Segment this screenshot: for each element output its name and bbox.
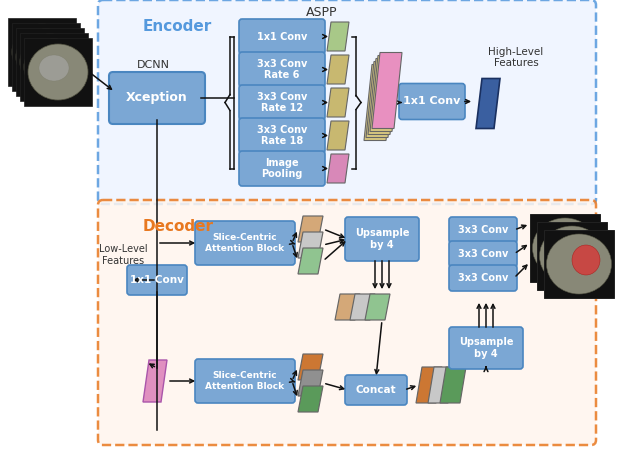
Ellipse shape xyxy=(28,44,88,100)
Ellipse shape xyxy=(16,29,76,85)
Text: DCNN: DCNN xyxy=(136,60,170,70)
Text: 3x3 Conv: 3x3 Conv xyxy=(458,273,508,283)
FancyBboxPatch shape xyxy=(239,85,325,120)
Text: 3x3 Conv: 3x3 Conv xyxy=(458,249,508,259)
FancyBboxPatch shape xyxy=(345,375,407,405)
Polygon shape xyxy=(365,294,390,320)
Text: 3x3 Conv: 3x3 Conv xyxy=(458,225,508,235)
Polygon shape xyxy=(327,88,349,117)
FancyBboxPatch shape xyxy=(449,241,517,267)
FancyBboxPatch shape xyxy=(239,118,325,153)
Bar xyxy=(537,222,607,290)
Text: Upsample
by 4: Upsample by 4 xyxy=(355,228,409,250)
FancyBboxPatch shape xyxy=(449,265,517,291)
Text: High-Level
Features: High-Level Features xyxy=(488,47,543,69)
Text: 3x3 Conv
Rate 18: 3x3 Conv Rate 18 xyxy=(257,125,307,146)
FancyBboxPatch shape xyxy=(98,200,596,445)
Text: 1x1 Conv: 1x1 Conv xyxy=(257,31,307,41)
FancyBboxPatch shape xyxy=(449,327,523,369)
Bar xyxy=(544,230,614,298)
Ellipse shape xyxy=(24,39,84,95)
Bar xyxy=(530,214,600,282)
Polygon shape xyxy=(440,367,466,403)
Polygon shape xyxy=(298,248,323,274)
Ellipse shape xyxy=(558,229,586,259)
Polygon shape xyxy=(327,154,349,183)
Text: 1x1 Conv: 1x1 Conv xyxy=(403,97,461,106)
FancyBboxPatch shape xyxy=(127,265,187,295)
Polygon shape xyxy=(143,360,167,402)
Polygon shape xyxy=(476,79,500,128)
FancyBboxPatch shape xyxy=(449,217,517,243)
FancyBboxPatch shape xyxy=(399,84,465,119)
Polygon shape xyxy=(364,65,394,141)
Bar xyxy=(8,18,76,86)
Bar xyxy=(24,38,92,106)
Polygon shape xyxy=(298,216,323,242)
Text: 1x1 Conv: 1x1 Conv xyxy=(130,275,184,285)
Polygon shape xyxy=(370,56,400,132)
Ellipse shape xyxy=(35,50,65,76)
Text: 3x3 Conv
Rate 6: 3x3 Conv Rate 6 xyxy=(257,59,307,80)
Polygon shape xyxy=(366,62,396,137)
FancyBboxPatch shape xyxy=(239,19,325,54)
Polygon shape xyxy=(327,121,349,150)
FancyBboxPatch shape xyxy=(195,221,295,265)
FancyBboxPatch shape xyxy=(98,0,596,204)
Text: Low-Level
Features: Low-Level Features xyxy=(99,244,147,266)
Ellipse shape xyxy=(12,24,72,80)
Text: Image
Pooling: Image Pooling xyxy=(261,158,303,179)
Ellipse shape xyxy=(39,55,69,81)
Polygon shape xyxy=(335,294,360,320)
Text: ASPP: ASPP xyxy=(307,5,338,18)
Polygon shape xyxy=(350,294,375,320)
Text: Upsample
by 4: Upsample by 4 xyxy=(459,337,513,359)
Polygon shape xyxy=(368,58,398,135)
Text: Xception: Xception xyxy=(126,92,188,105)
Ellipse shape xyxy=(31,45,61,71)
Ellipse shape xyxy=(20,34,80,90)
Polygon shape xyxy=(298,232,323,258)
Polygon shape xyxy=(327,22,349,51)
Text: Slice-Centric
Attention Block: Slice-Centric Attention Block xyxy=(205,371,285,391)
Ellipse shape xyxy=(565,237,593,267)
Polygon shape xyxy=(372,53,402,128)
Ellipse shape xyxy=(547,234,611,294)
Ellipse shape xyxy=(572,245,600,275)
FancyBboxPatch shape xyxy=(345,217,419,261)
Bar xyxy=(12,23,80,91)
Text: Slice-Centric
Attention Block: Slice-Centric Attention Block xyxy=(205,233,285,253)
Polygon shape xyxy=(327,55,349,84)
Ellipse shape xyxy=(27,40,57,66)
Bar xyxy=(20,33,88,101)
Text: Encoder: Encoder xyxy=(143,19,212,34)
Bar xyxy=(16,28,84,96)
FancyBboxPatch shape xyxy=(239,52,325,87)
Ellipse shape xyxy=(532,218,598,278)
Polygon shape xyxy=(298,370,323,396)
Text: Decoder: Decoder xyxy=(143,219,214,234)
Polygon shape xyxy=(416,367,442,403)
Ellipse shape xyxy=(23,35,53,61)
Ellipse shape xyxy=(540,226,605,286)
Polygon shape xyxy=(428,367,454,403)
Polygon shape xyxy=(298,386,323,412)
FancyBboxPatch shape xyxy=(195,359,295,403)
Text: Concat: Concat xyxy=(356,385,396,395)
Text: 3x3 Conv
Rate 12: 3x3 Conv Rate 12 xyxy=(257,92,307,113)
Polygon shape xyxy=(298,354,323,380)
FancyBboxPatch shape xyxy=(239,151,325,186)
FancyBboxPatch shape xyxy=(109,72,205,124)
